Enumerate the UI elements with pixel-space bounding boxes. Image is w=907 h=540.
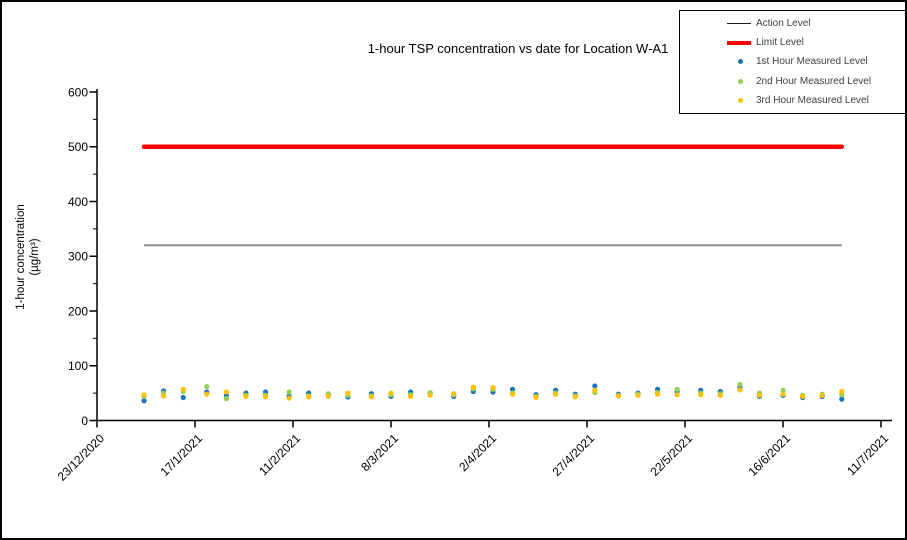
second-hour-dot-swatch <box>738 78 743 84</box>
svg-text:27/4/2021: 27/4/2021 <box>549 431 597 479</box>
svg-text:17/1/2021: 17/1/2021 <box>157 431 205 479</box>
svg-text:500: 500 <box>68 140 88 154</box>
svg-text:200: 200 <box>68 304 88 318</box>
svg-text:16/6/2021: 16/6/2021 <box>745 431 793 479</box>
legend-label: Action Level <box>756 18 811 30</box>
svg-text:8/3/2021: 8/3/2021 <box>358 431 401 474</box>
legend-item-limit-level: Limit Level <box>680 33 905 52</box>
legend-item-action-level: Action Level <box>680 14 905 33</box>
svg-text:100: 100 <box>68 359 88 373</box>
third-hour-dot-swatch <box>738 97 743 103</box>
svg-text:0: 0 <box>81 414 88 428</box>
legend: Action Level Limit Level 1st Hour Measur… <box>679 10 905 114</box>
svg-text:11/7/2021: 11/7/2021 <box>844 431 891 478</box>
legend-label: 3rd Hour Measured Level <box>756 94 869 106</box>
legend-label: 1st Hour Measured Level <box>756 56 868 68</box>
svg-text:23/12/2020: 23/12/2020 <box>55 431 108 484</box>
legend-label: Limit Level <box>756 37 804 49</box>
svg-text:11/2/2021: 11/2/2021 <box>256 431 303 478</box>
legend-item-2nd-hour: 2nd Hour Measured Level <box>680 72 905 91</box>
legend-label: 2nd Hour Measured Level <box>756 75 872 87</box>
svg-text:600: 600 <box>68 85 88 99</box>
first-hour-dot-swatch <box>738 59 743 65</box>
svg-text:22/5/2021: 22/5/2021 <box>647 431 695 479</box>
chart-title: 1-hour TSP concentration vs date for Loc… <box>367 41 669 56</box>
legend-item-3rd-hour: 3rd Hour Measured Level <box>680 91 905 110</box>
svg-text:2/4/2021: 2/4/2021 <box>456 431 499 474</box>
legend-item-1st-hour: 1st Hour Measured Level <box>680 52 905 71</box>
limit-level-line-swatch <box>727 40 751 45</box>
svg-text:300: 300 <box>68 250 88 264</box>
svg-text:400: 400 <box>68 195 88 209</box>
action-level-line-swatch <box>727 22 751 25</box>
